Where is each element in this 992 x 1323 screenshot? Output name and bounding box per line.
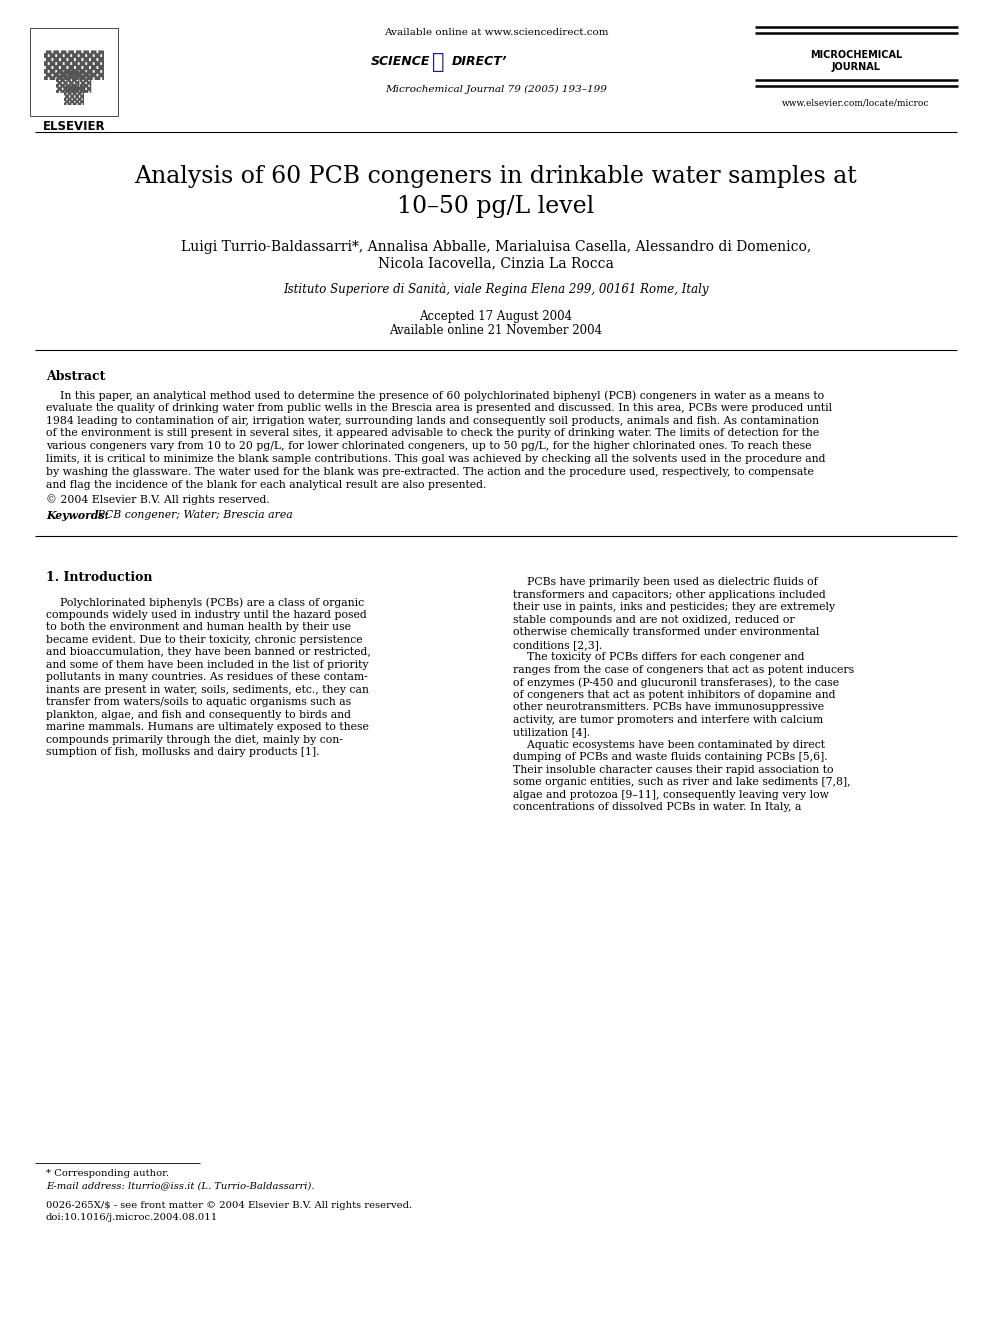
Text: SCIENCE: SCIENCE	[371, 56, 430, 67]
Text: 1984 leading to contamination of air, irrigation water, surrounding lands and co: 1984 leading to contamination of air, ir…	[46, 415, 819, 426]
Text: inants are present in water, soils, sediments, etc., they can: inants are present in water, soils, sedi…	[46, 685, 369, 695]
Text: of the environment is still present in several sites, it appeared advisable to c: of the environment is still present in s…	[46, 429, 819, 438]
Text: Luigi Turrio-Baldassarri*, Annalisa Abballe, Marialuisa Casella, Alessandro di D: Luigi Turrio-Baldassarri*, Annalisa Abba…	[181, 239, 811, 254]
FancyBboxPatch shape	[30, 28, 118, 116]
Text: by washing the glassware. The water used for the blank was pre-extracted. The ac: by washing the glassware. The water used…	[46, 467, 813, 476]
Text: activity, are tumor promoters and interfere with calcium: activity, are tumor promoters and interf…	[513, 714, 823, 725]
Text: www.elsevier.com/locate/microc: www.elsevier.com/locate/microc	[783, 98, 930, 107]
Text: In this paper, an analytical method used to determine the presence of 60 polychl: In this paper, an analytical method used…	[46, 390, 824, 401]
Text: transfer from waters/soils to aquatic organisms such as: transfer from waters/soils to aquatic or…	[46, 697, 351, 708]
Text: 1. Introduction: 1. Introduction	[46, 572, 153, 585]
Text: Keywords:: Keywords:	[46, 511, 109, 521]
Text: of enzymes (P-450 and glucuronil transferases), to the case: of enzymes (P-450 and glucuronil transfe…	[513, 677, 839, 688]
Text: transformers and capacitors; other applications included: transformers and capacitors; other appli…	[513, 590, 825, 599]
Text: various congeners vary from 10 to 20 pg/L, for lower chlorinated congeners, up t: various congeners vary from 10 to 20 pg/…	[46, 441, 811, 451]
Text: sumption of fish, mollusks and dairy products [1].: sumption of fish, mollusks and dairy pro…	[46, 747, 319, 757]
Text: ⓐ: ⓐ	[432, 52, 444, 71]
Text: evaluate the quality of drinking water from public wells in the Brescia area is : evaluate the quality of drinking water f…	[46, 402, 832, 413]
Text: PCB congener; Water; Brescia area: PCB congener; Water; Brescia area	[94, 511, 293, 520]
Text: some organic entities, such as river and lake sediments [7,8],: some organic entities, such as river and…	[513, 778, 850, 787]
Text: E-mail address: lturrio@iss.it (L. Turrio-Baldassarri).: E-mail address: lturrio@iss.it (L. Turri…	[46, 1181, 314, 1189]
Text: other neurotransmitters. PCBs have immunosuppressive: other neurotransmitters. PCBs have immun…	[513, 703, 824, 712]
Text: doi:10.1016/j.microc.2004.08.011: doi:10.1016/j.microc.2004.08.011	[46, 1213, 218, 1222]
Text: ELSEVIER: ELSEVIER	[43, 120, 105, 134]
Text: compounds primarily through the diet, mainly by con-: compounds primarily through the diet, ma…	[46, 734, 343, 745]
Text: limits, it is critical to minimize the blank sample contributions. This goal was: limits, it is critical to minimize the b…	[46, 454, 825, 464]
Text: 10–50 pg/L level: 10–50 pg/L level	[398, 194, 594, 218]
Text: Nicola Iacovella, Cinzia La Rocca: Nicola Iacovella, Cinzia La Rocca	[378, 255, 614, 270]
Text: Their insoluble character causes their rapid association to: Their insoluble character causes their r…	[513, 765, 833, 775]
Text: Available online 21 November 2004: Available online 21 November 2004	[390, 324, 602, 337]
Text: algae and protozoa [9–11], consequently leaving very low: algae and protozoa [9–11], consequently …	[513, 790, 829, 800]
Text: conditions [2,3].: conditions [2,3].	[513, 640, 602, 650]
Text: stable compounds and are not oxidized, reduced or: stable compounds and are not oxidized, r…	[513, 615, 795, 624]
Text: their use in paints, inks and pesticides; they are extremely: their use in paints, inks and pesticides…	[513, 602, 835, 613]
Text: and flag the incidence of the blank for each analytical result are also presente: and flag the incidence of the blank for …	[46, 480, 486, 490]
Text: PCBs have primarily been used as dielectric fluids of: PCBs have primarily been used as dielect…	[513, 577, 817, 587]
Text: Abstract: Abstract	[46, 370, 105, 382]
Text: Analysis of 60 PCB congeners in drinkable water samples at: Analysis of 60 PCB congeners in drinkabl…	[135, 165, 857, 188]
Text: compounds widely used in industry until the hazard posed: compounds widely used in industry until …	[46, 610, 367, 620]
Text: Aquatic ecosystems have been contaminated by direct: Aquatic ecosystems have been contaminate…	[513, 740, 825, 750]
Text: JOURNAL: JOURNAL	[831, 62, 881, 71]
Text: Istituto Superiore di Sanità, viale Regina Elena 299, 00161 Rome, Italy: Istituto Superiore di Sanità, viale Regi…	[284, 283, 708, 296]
Text: pollutants in many countries. As residues of these contam-: pollutants in many countries. As residue…	[46, 672, 368, 683]
Text: ▓▓▓▓: ▓▓▓▓	[44, 50, 104, 79]
Text: © 2004 Elsevier B.V. All rights reserved.: © 2004 Elsevier B.V. All rights reserved…	[46, 495, 270, 505]
Text: Accepted 17 August 2004: Accepted 17 August 2004	[420, 310, 572, 323]
Text: marine mammals. Humans are ultimately exposed to these: marine mammals. Humans are ultimately ex…	[46, 722, 369, 733]
Text: to both the environment and human health by their use: to both the environment and human health…	[46, 622, 351, 632]
Text: plankton, algae, and fish and consequently to birds and: plankton, algae, and fish and consequent…	[46, 710, 351, 720]
Text: The toxicity of PCBs differs for each congener and: The toxicity of PCBs differs for each co…	[513, 652, 805, 663]
Text: became evident. Due to their toxicity, chronic persistence: became evident. Due to their toxicity, c…	[46, 635, 363, 644]
Text: 0026-265X/$ - see front matter © 2004 Elsevier B.V. All rights reserved.: 0026-265X/$ - see front matter © 2004 El…	[46, 1201, 412, 1211]
Text: otherwise chemically transformed under environmental: otherwise chemically transformed under e…	[513, 627, 819, 638]
Text: and some of them have been included in the list of priority: and some of them have been included in t…	[46, 660, 368, 669]
Text: ranges from the case of congeners that act as potent inducers: ranges from the case of congeners that a…	[513, 665, 854, 675]
Text: Available online at www.sciencedirect.com: Available online at www.sciencedirect.co…	[384, 28, 608, 37]
Text: of congeners that act as potent inhibitors of dopamine and: of congeners that act as potent inhibito…	[513, 689, 835, 700]
Text: utilization [4].: utilization [4].	[513, 728, 590, 737]
Text: MICROCHEMICAL: MICROCHEMICAL	[809, 50, 902, 60]
Text: Polychlorinated biphenyls (PCBs) are a class of organic: Polychlorinated biphenyls (PCBs) are a c…	[46, 598, 364, 609]
Text: concentrations of dissolved PCBs in water. In Italy, a: concentrations of dissolved PCBs in wate…	[513, 803, 802, 812]
Text: * Corresponding author.: * Corresponding author.	[46, 1170, 169, 1177]
Text: ▓▓: ▓▓	[64, 85, 84, 105]
Text: DIRECT’: DIRECT’	[452, 56, 508, 67]
Text: Microchemical Journal 79 (2005) 193–199: Microchemical Journal 79 (2005) 193–199	[385, 85, 607, 94]
Text: ▓▓▓: ▓▓▓	[57, 70, 91, 93]
Text: dumping of PCBs and waste fluids containing PCBs [5,6].: dumping of PCBs and waste fluids contain…	[513, 753, 827, 762]
Text: and bioaccumulation, they have been banned or restricted,: and bioaccumulation, they have been bann…	[46, 647, 371, 658]
